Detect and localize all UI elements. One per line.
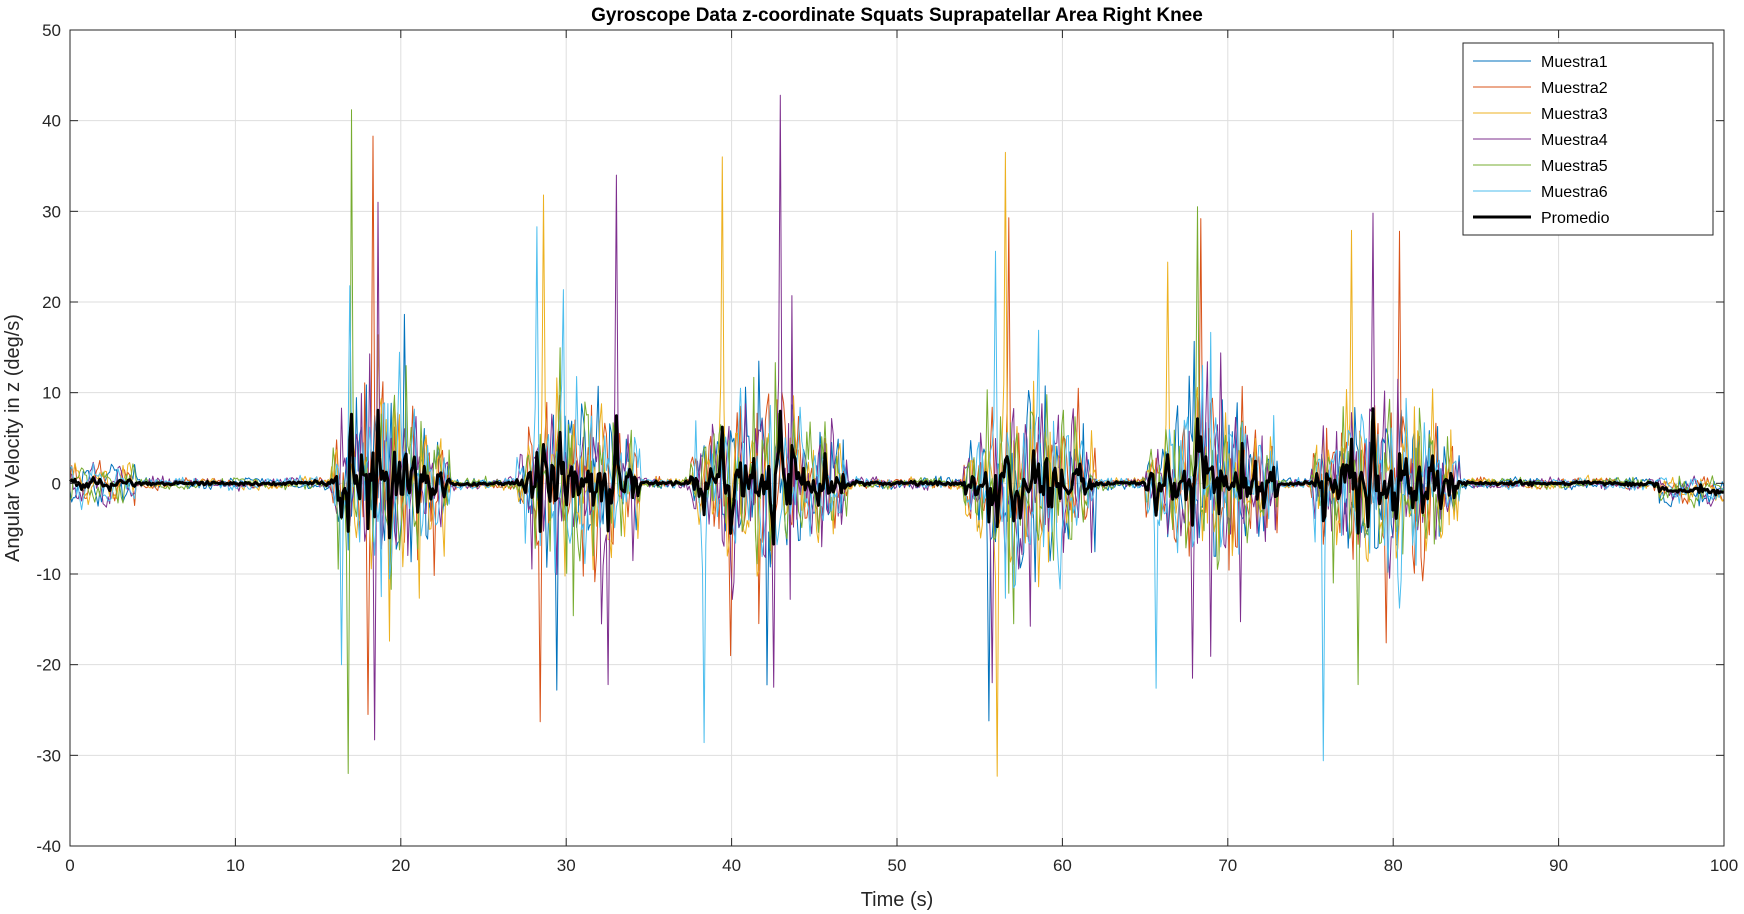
y-tick-label: 10 xyxy=(42,384,61,403)
x-tick-label: 50 xyxy=(888,856,907,875)
y-tick-label: 20 xyxy=(42,293,61,312)
x-tick-label: 10 xyxy=(226,856,245,875)
legend-label-muestra1: Muestra1 xyxy=(1541,54,1608,71)
y-tick-label: -10 xyxy=(36,565,61,584)
x-tick-label: 40 xyxy=(722,856,741,875)
legend-label-muestra5: Muestra5 xyxy=(1541,158,1608,175)
x-tick-label: 90 xyxy=(1549,856,1568,875)
y-tick-label: 0 xyxy=(52,474,61,493)
x-tick-label: 0 xyxy=(65,856,74,875)
series-line-promedio xyxy=(68,407,1725,546)
legend-label-promedio: Promedio xyxy=(1541,210,1610,227)
plot-series xyxy=(68,94,1725,777)
x-tick-label: 20 xyxy=(391,856,410,875)
y-axis-label: Angular Velocity in z (deg/s) xyxy=(2,314,24,562)
series-line-muestra4 xyxy=(69,94,1725,741)
y-tick-label: 30 xyxy=(42,202,61,221)
x-tick-label: 60 xyxy=(1053,856,1072,875)
x-tick-label: 100 xyxy=(1710,856,1738,875)
legend-label-muestra6: Muestra6 xyxy=(1541,184,1608,201)
legend: Muestra1 Muestra2 Muestra3 Muestra4 Muestra5… xyxy=(1462,42,1714,236)
chart-title: Gyroscope Data z-coordinate Squats Supra… xyxy=(591,5,1203,26)
x-tick-label: 30 xyxy=(557,856,576,875)
y-tick-label: -40 xyxy=(36,837,61,856)
y-tick-label: -20 xyxy=(36,656,61,675)
y-tick-label: -30 xyxy=(36,746,61,765)
y-tick-label: 40 xyxy=(42,112,61,131)
axis-ticks: 0 10 20 30 40 50 60 70 80 90 100 -40 -30 -20 -10 0 10 20 3… xyxy=(36,21,1738,875)
y-tick-label: 50 xyxy=(42,21,61,40)
x-axis-label: Time (s) xyxy=(861,889,934,911)
x-tick-label: 80 xyxy=(1384,856,1403,875)
legend-label-muestra2: Muestra2 xyxy=(1541,80,1608,97)
x-tick-label: 70 xyxy=(1218,856,1237,875)
legend-label-muestra4: Muestra4 xyxy=(1541,132,1608,149)
legend-label-muestra3: Muestra3 xyxy=(1541,106,1608,123)
